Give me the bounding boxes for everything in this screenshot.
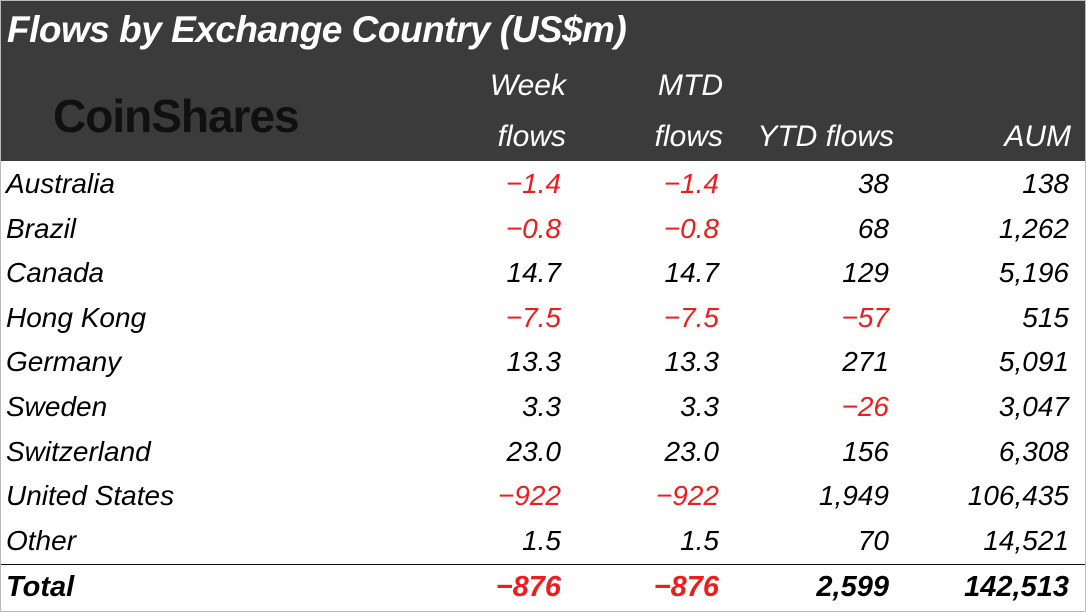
table-row: Brazil −0.8 −0.8 68 1,262 (1, 207, 1085, 252)
table-row: United States −922 −922 1,949 106,435 (1, 474, 1085, 519)
aum-cell: 515 (1022, 301, 1069, 333)
column-header-ytd: YTD flows (757, 120, 894, 153)
week-flow-cell: 3.3 (522, 390, 561, 422)
week-flow-cell: −0.8 (505, 212, 561, 244)
table-header: Flows by Exchange Country (US$m) CoinSha… (1, 1, 1085, 161)
mtd-flow-cell: 23.0 (664, 435, 720, 467)
aum-cell: 3,047 (998, 390, 1069, 422)
ytd-flow-cell: 156 (842, 435, 889, 467)
mtd-flow-cell: −1.4 (663, 168, 719, 199)
week-flow-cell: 13.3 (506, 346, 562, 378)
country-cell: Hong Kong (6, 301, 147, 333)
total-ytd-flow: 2,599 (816, 571, 889, 603)
ytd-flow-cell: 68 (857, 212, 889, 244)
mtd-flow-cell: 1.5 (680, 524, 719, 556)
country-cell: Switzerland (6, 435, 151, 467)
mtd-flow-cell: −7.5 (663, 301, 719, 333)
table-row: Sweden 3.3 3.3 −26 3,047 (1, 385, 1085, 430)
week-flow-cell: −7.5 (505, 301, 561, 333)
total-divider (1, 564, 1085, 565)
ytd-flow-cell: −26 (841, 390, 890, 422)
total-mtd-flow: −876 (653, 571, 719, 603)
week-flow-cell: 1.5 (522, 524, 561, 556)
aum-cell: 5,196 (998, 257, 1069, 289)
country-cell: Sweden (6, 390, 108, 422)
mtd-flow-cell: 13.3 (664, 346, 720, 378)
coinshares-logo: CoinShares (53, 90, 300, 142)
table-row: Switzerland 23.0 23.0 156 6,308 (1, 430, 1085, 475)
total-week-flow: −876 (495, 571, 561, 603)
table-row: Canada 14.7 14.7 129 5,196 (1, 251, 1085, 296)
total-row: Total −876 −876 2,599 142,513 (1, 565, 1085, 609)
table-row: Other 1.5 1.5 70 14,521 (1, 519, 1085, 564)
ytd-flow-cell: 38 (857, 168, 889, 199)
table-row: Germany 13.3 13.3 271 5,091 (1, 340, 1085, 385)
week-flow-cell: −1.4 (505, 168, 561, 199)
aum-cell: 138 (1022, 168, 1069, 199)
ytd-flow-cell: 1,949 (818, 480, 889, 512)
table-row: Australia −1.4 −1.4 38 138 (1, 162, 1085, 207)
mtd-flow-cell: −0.8 (663, 212, 719, 244)
aum-cell: 1,262 (998, 212, 1069, 244)
column-header-aum: AUM (1004, 120, 1071, 153)
country-cell: Australia (6, 168, 115, 199)
table-row: Hong Kong −7.5 −7.5 −57 515 (1, 296, 1085, 341)
ytd-flow-cell: 70 (857, 524, 889, 556)
ytd-flow-cell: −57 (841, 301, 890, 333)
total-label: Total (6, 571, 75, 603)
week-flow-cell: 23.0 (506, 435, 562, 467)
column-header-mtd-line-2: flows (654, 120, 723, 153)
aum-cell: 14,521 (983, 524, 1069, 556)
column-header-week-line-2: flows (497, 120, 566, 153)
table-title: Flows by Exchange Country (US$m) (7, 9, 627, 50)
ytd-flow-cell: 129 (842, 257, 889, 289)
week-flow-cell: −922 (497, 480, 561, 512)
aum-cell: 6,308 (998, 435, 1069, 467)
country-cell: United States (6, 480, 175, 512)
total-aum: 142,513 (964, 571, 1069, 603)
mtd-flow-cell: −922 (655, 480, 719, 512)
column-header-week-line-1: Week (489, 69, 566, 102)
country-cell: Canada (6, 257, 105, 289)
week-flow-cell: 14.7 (506, 257, 562, 289)
table-body: Australia −1.4 −1.4 38 138 Brazil −0.8 −… (1, 162, 1085, 563)
country-cell: Germany (6, 346, 122, 378)
ytd-flow-cell: 271 (842, 346, 889, 378)
mtd-flow-cell: 14.7 (664, 257, 720, 289)
country-cell: Brazil (6, 212, 77, 244)
country-cell: Other (6, 524, 77, 556)
column-header-mtd-line-1: MTD (658, 69, 723, 102)
aum-cell: 5,091 (998, 346, 1069, 378)
aum-cell: 106,435 (967, 480, 1069, 512)
mtd-flow-cell: 3.3 (680, 390, 719, 422)
